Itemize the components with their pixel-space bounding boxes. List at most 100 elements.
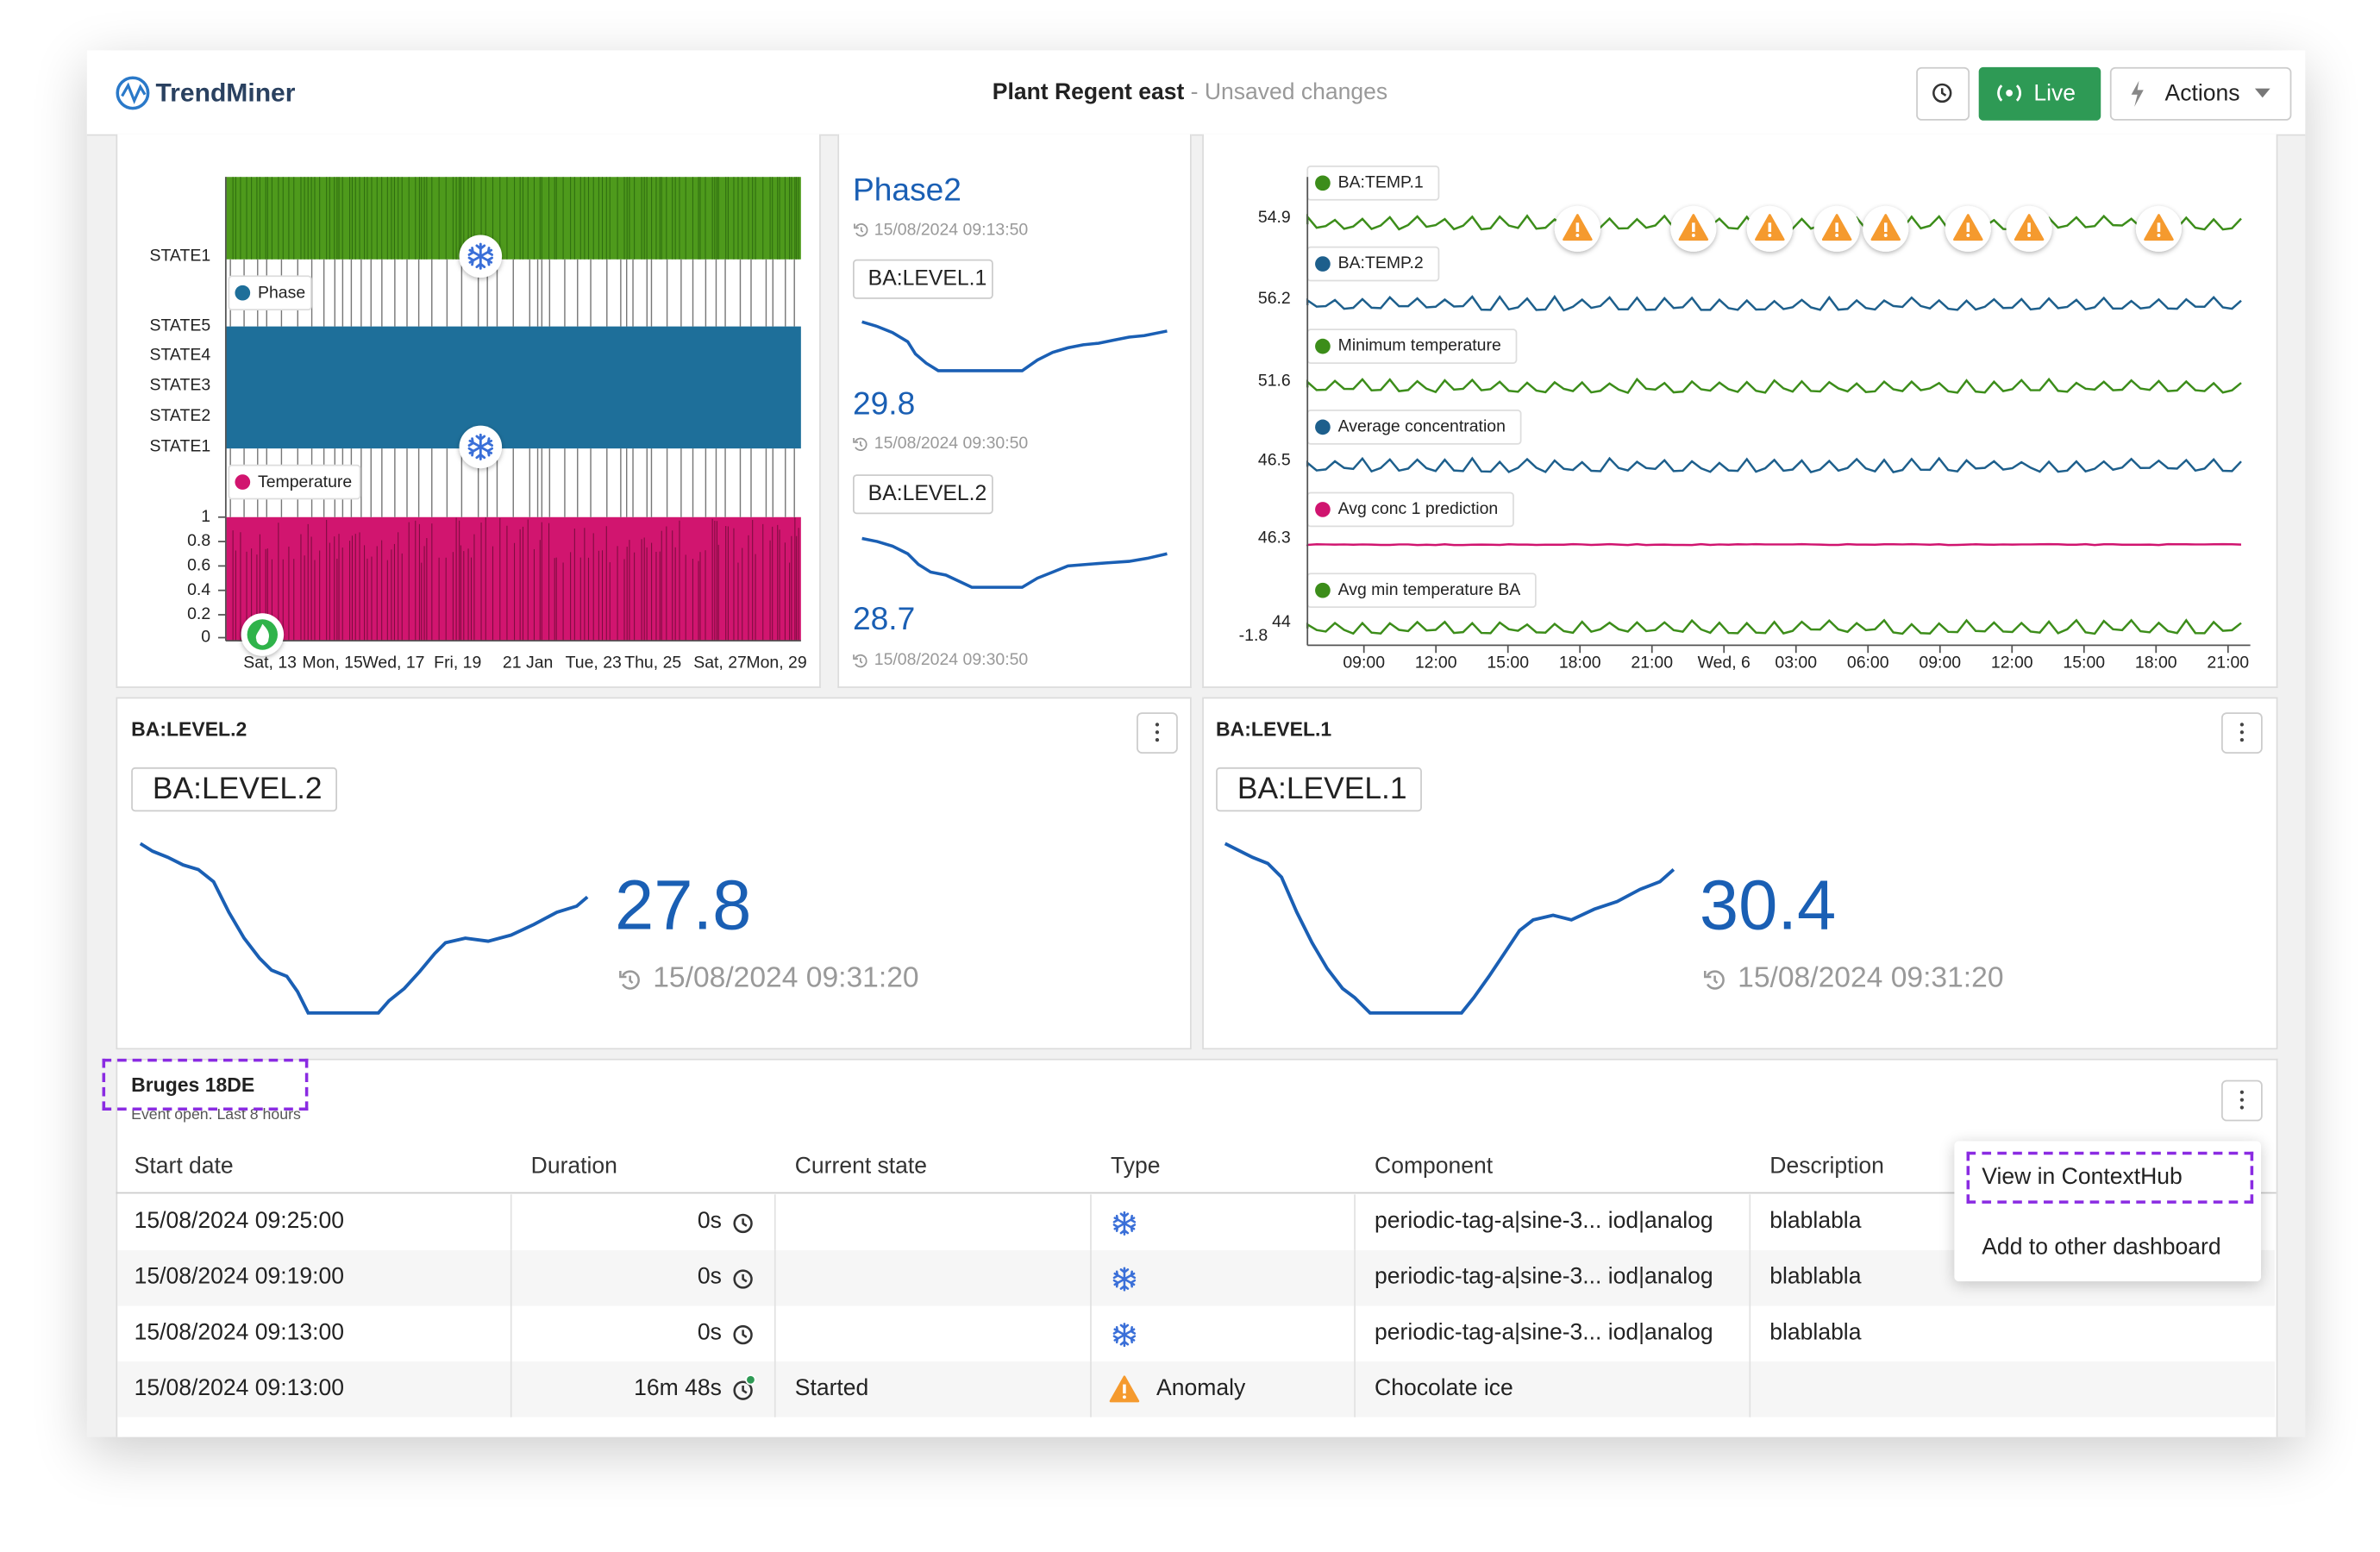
series-line xyxy=(1306,542,2242,547)
y-label: 56.2 xyxy=(1258,289,1291,308)
x-tick-label: Mon, 29 xyxy=(746,654,806,673)
dot xyxy=(2239,723,2245,727)
icon xyxy=(853,437,867,452)
dot xyxy=(2239,737,2245,742)
logo[interactable]: TrendMiner xyxy=(116,76,296,110)
value: 29.8 xyxy=(853,385,915,421)
dot xyxy=(1155,730,1160,735)
sparkline xyxy=(861,536,1168,589)
series-label: Avg min temperature BA xyxy=(1338,580,1521,599)
menu-button[interactable] xyxy=(1137,712,1178,754)
icon xyxy=(1112,1211,1137,1236)
series-dot xyxy=(1315,338,1331,354)
time: 15/08/2024 09:31:20 xyxy=(653,962,918,994)
tag-chip xyxy=(852,474,993,515)
icon xyxy=(853,654,867,668)
cell: blablabla xyxy=(1769,1263,1861,1289)
state-label: STATE5 xyxy=(150,316,211,335)
dot xyxy=(2239,1098,2245,1102)
value: 27.8 xyxy=(615,867,751,945)
x-tick-label: 21 Jan xyxy=(503,654,553,673)
y-tick-label: 0.8 xyxy=(187,531,210,550)
cell: periodic-tag-a|sine-3... iod|analog xyxy=(1375,1207,1713,1233)
y-tick-label: 0.6 xyxy=(187,556,210,575)
cell: 16m 48s xyxy=(634,1374,722,1400)
state-label: STATE3 xyxy=(150,376,211,395)
tag-label: BA:LEVEL.1 xyxy=(1237,772,1407,805)
band xyxy=(225,326,801,449)
column-header[interactable]: Type xyxy=(1111,1152,1160,1178)
value: 28.7 xyxy=(853,600,915,636)
cell: 0s xyxy=(698,1207,722,1233)
x-tick-label: 21:00 xyxy=(1631,654,1673,673)
series-dot xyxy=(1315,175,1331,191)
dashboard-title: Plant Regent east - Unsaved changes xyxy=(993,78,1387,104)
sparkline xyxy=(1224,842,1675,1015)
time: 15/08/2024 09:31:20 xyxy=(1738,962,2003,994)
dot xyxy=(2239,730,2245,735)
actions-button[interactable]: Actions xyxy=(2109,66,2292,121)
legend-label: Temperature xyxy=(258,472,352,491)
cell: blablabla xyxy=(1769,1207,1861,1233)
value: 30.4 xyxy=(1700,867,1836,945)
x-tick-label: 09:00 xyxy=(1343,654,1385,673)
dot xyxy=(1155,737,1160,742)
dot xyxy=(2239,1105,2245,1110)
menu-button[interactable] xyxy=(2220,1080,2263,1122)
x-tick-label: 12:00 xyxy=(1991,654,2033,673)
x-tick-label: Wed, 6 xyxy=(1698,654,1751,673)
column-header[interactable]: Component xyxy=(1375,1152,1494,1178)
x-tick-label: 21:00 xyxy=(2207,654,2249,673)
menu-item[interactable]: Add to other dashboard xyxy=(1982,1234,2221,1261)
y-label: 54.9 xyxy=(1258,208,1291,227)
x-tick-label: Tue, 23 xyxy=(566,654,622,673)
time: 15/08/2024 09:30:50 xyxy=(874,434,1029,453)
column-header[interactable]: Description xyxy=(1769,1152,1884,1178)
live-button[interactable]: Live xyxy=(1978,66,2101,121)
column-header[interactable]: Current state xyxy=(795,1152,927,1178)
tag-label: BA:LEVEL.2 xyxy=(153,772,323,805)
tag-chip xyxy=(1216,767,1422,812)
column-header[interactable]: Start date xyxy=(135,1152,234,1178)
y-label: 44 xyxy=(1272,612,1291,631)
menu-button[interactable] xyxy=(2220,712,2263,754)
series-line xyxy=(1306,618,2242,635)
x-tick-label: 15:00 xyxy=(2063,654,2105,673)
series-label: BA:TEMP.2 xyxy=(1338,253,1424,272)
menu-item[interactable]: View in ContextHub xyxy=(1982,1163,2183,1190)
tag-label: BA:LEVEL.1 xyxy=(868,266,987,290)
icon xyxy=(733,1324,753,1345)
cell: Started xyxy=(795,1374,869,1400)
state-chart: STATE1 STATE5 STATE4 STATE3 STATE2 STATE1 1 0.8… xyxy=(150,177,807,673)
cell: 15/08/2024 09:19:00 xyxy=(135,1263,344,1289)
series-label: Minimum temperature xyxy=(1338,336,1501,355)
x-tick-label: 18:00 xyxy=(2135,654,2177,673)
series-label: Average concentration xyxy=(1338,417,1506,436)
column-header[interactable]: Duration xyxy=(531,1152,617,1178)
series-line xyxy=(1306,377,2242,395)
y-tick-label: 0 xyxy=(201,628,210,647)
x-tick-label: 03:00 xyxy=(1775,654,1817,673)
state-label: STATE4 xyxy=(150,345,211,364)
cell: periodic-tag-a|sine-3... iod|analog xyxy=(1375,1263,1713,1289)
tag-label: BA:LEVEL.2 xyxy=(868,482,987,505)
tile-header: BA:LEVEL.1 xyxy=(1216,718,1331,741)
history-button[interactable] xyxy=(1916,66,1970,121)
cell: 15/08/2024 09:13:00 xyxy=(135,1374,344,1400)
series-dot xyxy=(1315,419,1331,435)
state-label: STATE1 xyxy=(150,437,211,456)
y-label: -1.8 xyxy=(1239,626,1268,645)
x-tick-label: Thu, 25 xyxy=(624,654,681,673)
actions-label: Actions xyxy=(2165,80,2240,106)
x-tick-label: Fri, 19 xyxy=(434,654,481,673)
tile-header: BA:LEVEL.2 xyxy=(131,718,247,741)
series-dot xyxy=(1315,582,1331,598)
x-tick-label: 06:00 xyxy=(1847,654,1889,673)
x-tick-label: 18:00 xyxy=(1559,654,1601,673)
x-tick-label: Sat, 13 xyxy=(243,654,297,673)
legend-chip xyxy=(228,275,312,311)
y-label: 46.3 xyxy=(1258,529,1291,548)
sparkline xyxy=(861,320,1168,372)
